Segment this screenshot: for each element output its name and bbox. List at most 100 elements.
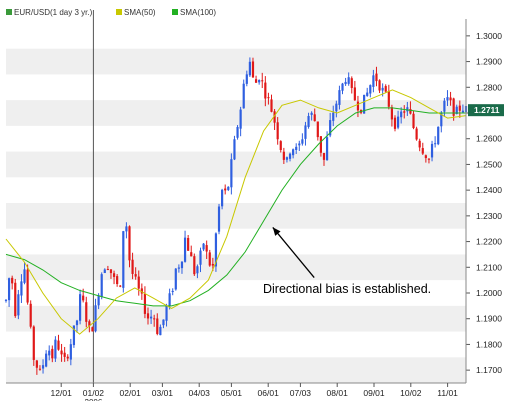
candle-down — [208, 252, 211, 266]
annotation-arrow-shaft — [272, 227, 315, 278]
current-price-flag: 1.2711 — [468, 104, 504, 117]
candle-up — [217, 206, 221, 232]
candle-down — [409, 108, 412, 114]
candle-down — [375, 73, 378, 82]
candle-down — [51, 348, 54, 359]
grid-band — [6, 151, 466, 178]
candle-up — [183, 237, 187, 262]
candle-up — [461, 110, 465, 113]
grid-band — [6, 357, 466, 383]
current-price-label: 1.2711 — [474, 105, 500, 115]
candle-up — [381, 87, 384, 91]
y-tick-label: 1.2200 — [476, 237, 502, 247]
candle-down — [143, 293, 147, 314]
candle-up — [440, 112, 443, 127]
candle-down — [393, 117, 397, 129]
candle-up — [165, 305, 168, 321]
grid-bands — [6, 48, 466, 383]
candle-up — [17, 294, 20, 316]
candle-down — [211, 263, 214, 266]
x-tick-label: 12/01 — [51, 388, 73, 398]
candle-down — [449, 97, 452, 101]
candle-up — [97, 295, 100, 306]
candle-down — [57, 340, 60, 350]
candle-up — [41, 365, 45, 369]
candle-up — [329, 120, 332, 136]
candle-up — [363, 94, 366, 114]
candle-down — [137, 276, 140, 289]
x-tick-label: 06/01 — [258, 388, 280, 398]
candle-up — [177, 267, 180, 269]
candle-down — [322, 152, 326, 160]
annotation-text: Directional bias is established. — [263, 282, 431, 296]
candle-up — [245, 74, 248, 84]
candle-up — [406, 107, 409, 112]
candle-up — [344, 81, 347, 85]
annotation: Directional bias is established. — [263, 227, 431, 296]
candle-down — [193, 256, 196, 275]
candle-up — [338, 90, 341, 105]
candle-down — [316, 121, 319, 138]
candle-up — [214, 233, 218, 267]
candle-up — [221, 189, 224, 207]
candle-down — [403, 111, 406, 113]
candle-up — [341, 83, 344, 91]
x-axis: 12/01 01/02 02/01 03/01 04/03 05/01 06/01 07/03… — [6, 382, 466, 406]
sma50-line — [5, 89, 467, 335]
y-tick-label: 1.2600 — [476, 134, 502, 144]
candle-down — [35, 360, 38, 368]
candle-up — [162, 319, 165, 326]
candle-down — [273, 111, 276, 123]
candle-down — [32, 326, 35, 360]
candle-down — [109, 269, 113, 274]
x-tick-label: 10/02 — [400, 388, 422, 398]
candle-down — [282, 151, 285, 160]
candle-down — [251, 61, 255, 78]
y-tick-label: 1.2300 — [476, 211, 502, 221]
candle-down — [267, 97, 270, 99]
candle-down — [424, 155, 427, 159]
candle-up — [23, 269, 26, 283]
candle-up — [94, 305, 97, 332]
candle-down — [91, 327, 94, 332]
candle-down — [131, 259, 134, 274]
candle-up — [292, 149, 295, 156]
candle-up — [434, 143, 437, 145]
y-tick-label: 1.1800 — [476, 339, 502, 349]
candle-up — [48, 350, 51, 356]
candle-up — [443, 100, 446, 112]
candle-down — [350, 78, 353, 88]
candle-down — [412, 113, 415, 129]
y-tick-label: 1.1900 — [476, 314, 502, 324]
candle-down — [156, 318, 159, 334]
candle-down — [270, 99, 273, 112]
candle-up — [227, 186, 230, 190]
candle-up — [75, 320, 79, 326]
candle-up — [285, 157, 289, 160]
x-tick-label: 04/03 — [189, 388, 211, 398]
candle-up — [366, 92, 369, 96]
candle-down — [313, 114, 316, 122]
candle-down — [415, 128, 418, 140]
candle-down — [418, 140, 421, 148]
sma100-line — [5, 107, 466, 307]
y-tick-label: 1.1700 — [476, 365, 502, 375]
candle-down — [60, 350, 63, 355]
candle-up — [199, 250, 202, 265]
grid-band — [6, 305, 466, 332]
candle-up — [298, 143, 301, 146]
candle-down — [38, 368, 42, 370]
candle-up — [230, 159, 233, 188]
y-tick-label: 1.2000 — [476, 288, 502, 298]
x-tick-label: 01/02 — [83, 388, 105, 398]
candle-down — [421, 148, 424, 154]
candle-up — [180, 261, 184, 269]
candle-up — [310, 112, 313, 115]
candle-down — [276, 122, 279, 140]
x-tick-label: 08/01 — [327, 388, 349, 398]
candle-down — [14, 282, 17, 317]
candle-up — [45, 353, 48, 367]
candle-up — [332, 112, 335, 121]
candle-up — [295, 146, 298, 151]
